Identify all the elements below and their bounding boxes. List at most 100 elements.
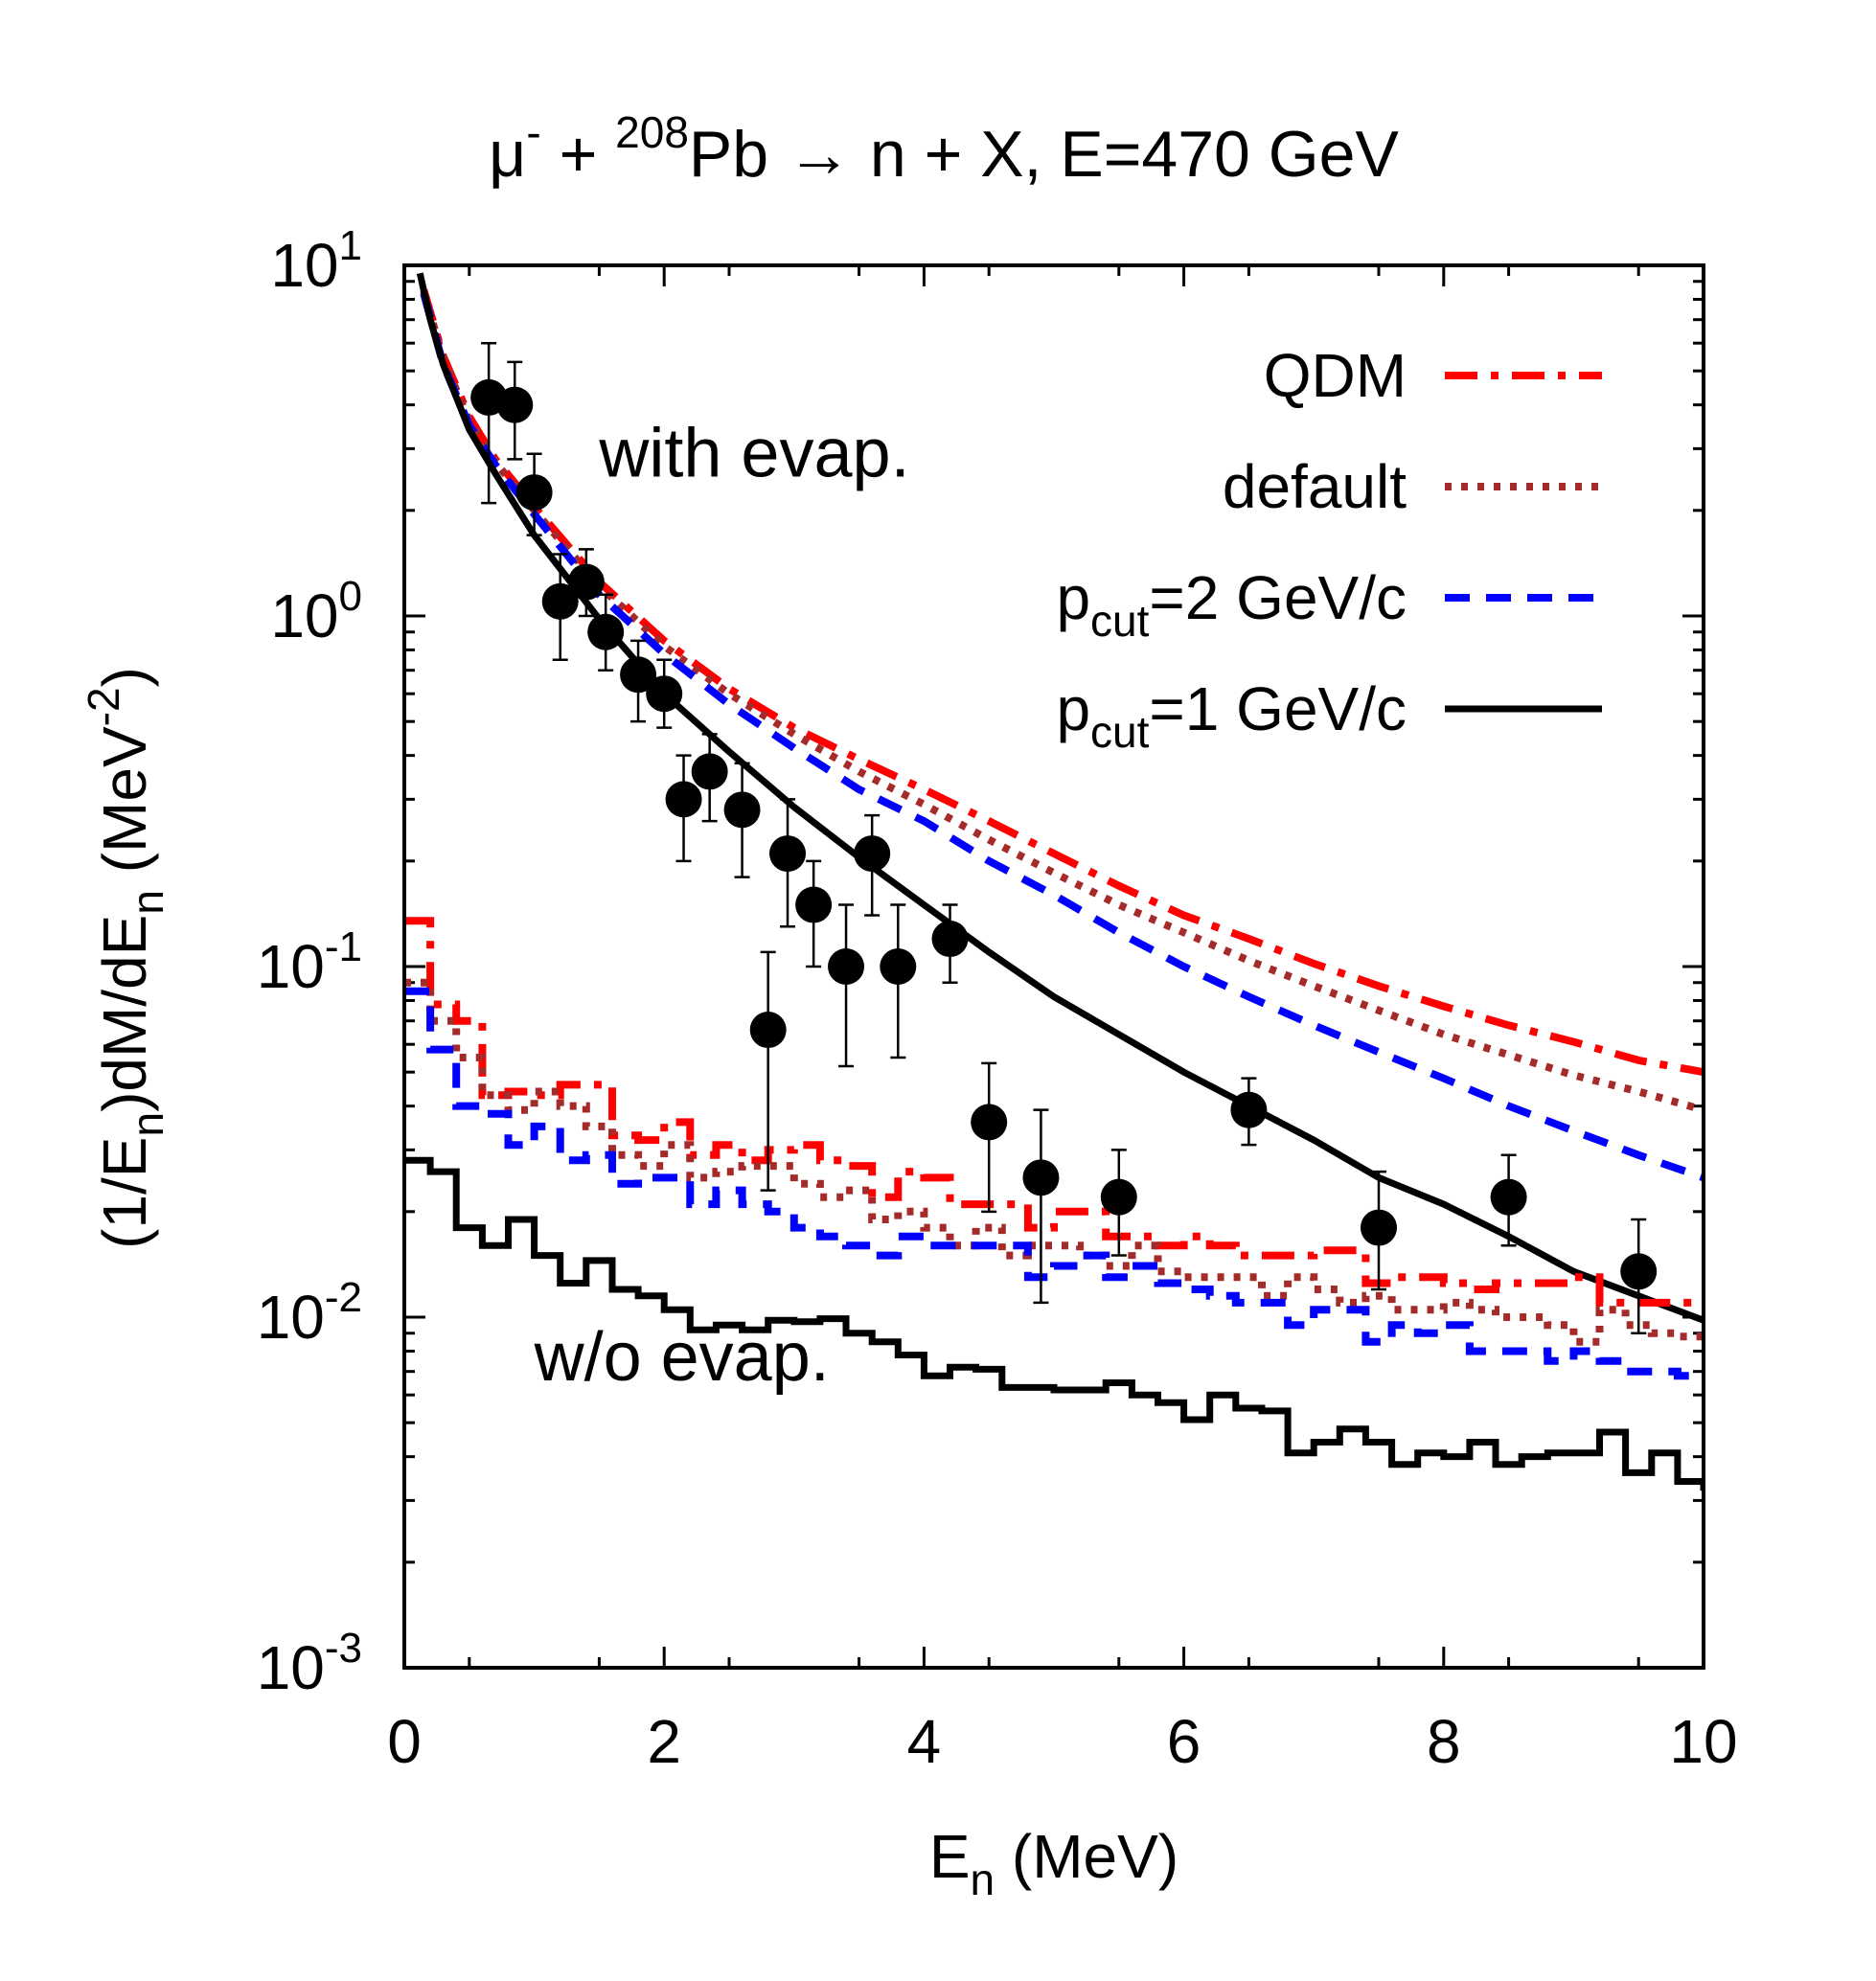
data-point	[665, 754, 702, 863]
data-marker	[587, 613, 625, 650]
title-mid: +	[541, 118, 616, 191]
y-tick-exp: -1	[325, 923, 362, 970]
data-point	[795, 859, 833, 968]
chart-title: μ- + 208Pb → n + X, E=470 GeV	[489, 107, 1399, 191]
data-point	[646, 658, 683, 729]
data-points-layer	[470, 341, 1658, 1334]
title-sup2: 208	[615, 107, 689, 157]
data-point	[769, 798, 807, 928]
data-marker	[971, 1104, 1008, 1141]
data-marker	[1230, 1091, 1268, 1128]
legend-label-sub: cut	[1090, 596, 1150, 646]
series-default	[420, 290, 1704, 1114]
legend-label: pcut=2 GeV/c	[1056, 563, 1407, 646]
y-tick-base: 10	[257, 1633, 325, 1702]
title-text: μ- + 208Pb → n + X, E=470 GeV	[489, 107, 1399, 191]
data-marker	[567, 563, 605, 601]
ylabel-p4: )	[90, 667, 159, 687]
legend-entry-p2: pcut=2 GeV/c	[1056, 563, 1602, 646]
plot-frame	[402, 263, 1705, 1670]
series-p1_noevap	[404, 1156, 1704, 1491]
data-marker	[646, 675, 683, 713]
series-default_noevap	[404, 978, 1704, 1346]
legend-label-main: QDM	[1264, 341, 1407, 410]
data-point	[1620, 1218, 1658, 1334]
legend-label: QDM	[1264, 341, 1407, 410]
data-point	[723, 762, 761, 878]
data-marker	[496, 386, 534, 423]
data-marker	[691, 753, 728, 790]
ylabel-p1: (1/E	[90, 1137, 159, 1249]
y-tick-label: 101	[270, 222, 362, 300]
y-tick-base: 10	[257, 1283, 325, 1352]
data-marker	[1022, 1159, 1060, 1196]
title-prefix: μ	[489, 118, 526, 191]
legend-entry-p1: pcut=1 GeV/c	[1056, 674, 1602, 757]
x-tick-label: 10	[1669, 1707, 1737, 1776]
data-marker	[854, 835, 891, 873]
data-point	[1100, 1149, 1137, 1257]
data-marker	[723, 791, 761, 829]
data-marker	[1361, 1209, 1397, 1246]
ylabel-s1: n	[123, 1112, 172, 1137]
data-point	[971, 1061, 1008, 1214]
legend-label: pcut=1 GeV/c	[1056, 674, 1407, 757]
y-tick-exp: 0	[339, 573, 362, 620]
x-tick-label: 8	[1427, 1707, 1461, 1776]
x-tick-label: 0	[387, 1707, 422, 1776]
data-marker	[541, 582, 579, 620]
data-point	[620, 639, 657, 723]
xlabel-rest: (MeV)	[995, 1822, 1178, 1891]
data-marker	[828, 948, 865, 985]
y-tick-exp: -2	[325, 1274, 362, 1321]
ylabel-s2: n	[123, 890, 172, 915]
annotation-0: with evap.	[598, 415, 909, 491]
data-marker	[769, 835, 807, 873]
legend-label-main: p	[1056, 563, 1090, 632]
ylabel-sup: -2	[79, 687, 128, 726]
data-point	[828, 903, 865, 1068]
data-point	[691, 733, 728, 823]
legend-label: default	[1223, 452, 1407, 521]
y-axis-title: (1/En)dM/dEn (MeV-2)	[79, 667, 172, 1249]
ylabel-p2: )dM/dE	[90, 915, 159, 1112]
y-tick-base: 10	[270, 581, 338, 650]
x-tick-label: 6	[1167, 1707, 1201, 1776]
x-tick-label: 2	[647, 1707, 681, 1776]
y-tick-base: 10	[270, 231, 338, 300]
legend-label-tail: =1 GeV/c	[1149, 674, 1407, 743]
series-p2_noevap	[404, 987, 1704, 1380]
legend-label-sub: cut	[1090, 707, 1150, 757]
legend-label-tail: =2 GeV/c	[1149, 563, 1407, 632]
data-marker	[665, 781, 702, 818]
y-tick-exp: 1	[339, 222, 362, 269]
title-rest: Pb → n + X, E=470 GeV	[689, 118, 1400, 191]
data-point	[749, 950, 787, 1192]
data-marker	[880, 948, 917, 985]
y-tick-label: 100	[270, 573, 362, 650]
data-point	[1230, 1077, 1268, 1147]
data-point	[567, 548, 605, 618]
y-tick-base: 10	[257, 932, 325, 1001]
data-point	[854, 813, 891, 917]
data-point	[1490, 1153, 1527, 1247]
data-point	[880, 903, 917, 1059]
legend-entry-qdm: QDM	[1264, 341, 1602, 410]
data-marker	[1620, 1253, 1658, 1290]
data-point	[515, 452, 553, 536]
y-tick-label: 10-3	[257, 1625, 362, 1702]
data-marker	[931, 921, 969, 958]
data-point	[1361, 1170, 1397, 1291]
data-marker	[1100, 1178, 1137, 1216]
annotation-1: w/o evap.	[534, 1319, 830, 1396]
x-axis-title: En (MeV)	[929, 1822, 1178, 1904]
xlabel-sub: n	[971, 1855, 995, 1904]
data-point	[541, 553, 579, 661]
y-tick-exp: -3	[325, 1625, 362, 1672]
data-point	[931, 903, 969, 984]
y-tick-label: 10-1	[257, 923, 362, 1001]
data-marker	[749, 1012, 787, 1049]
